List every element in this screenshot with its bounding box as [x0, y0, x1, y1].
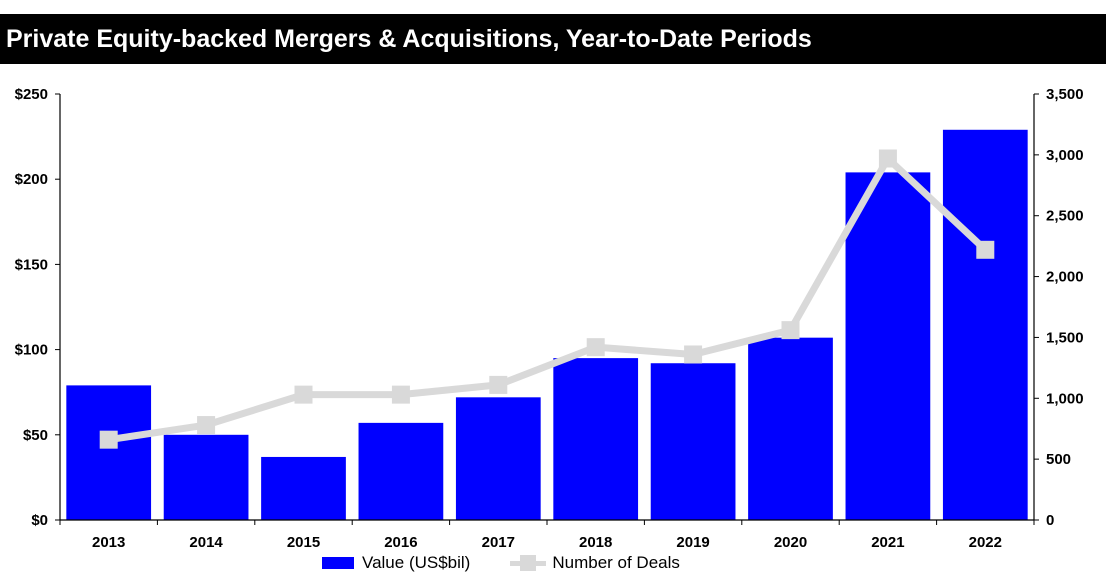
- legend-swatch-line: [510, 553, 547, 573]
- left-tick-label: $50: [23, 427, 48, 444]
- deals-point-2016: [391, 385, 410, 404]
- right-tick-label: 0: [1046, 512, 1054, 529]
- x-tick-label: 2018: [579, 534, 612, 551]
- x-tick-label: 2017: [482, 534, 515, 551]
- bar-2015: [261, 456, 346, 520]
- deals-point-2019: [684, 345, 703, 364]
- deals-point-2021: [878, 149, 897, 168]
- left-tick-label: $0: [31, 512, 48, 529]
- legend-swatch-bar: [322, 557, 354, 569]
- axes: [55, 93, 1039, 525]
- right-tick-label: 1,500: [1046, 329, 1084, 346]
- x-tick-label: 2021: [871, 534, 904, 551]
- x-tick-label: 2022: [969, 534, 1002, 551]
- legend-item-value: Value (US$bil): [322, 553, 470, 573]
- deals-point-2020: [781, 321, 800, 340]
- bar-2013: [66, 385, 152, 520]
- legend-label-value: Value (US$bil): [362, 553, 471, 572]
- right-tick-label: 2,500: [1046, 208, 1084, 225]
- right-tick-label: 3,000: [1046, 147, 1084, 164]
- bar-2014: [163, 434, 249, 520]
- legend-label-deals: Number of Deals: [552, 553, 680, 572]
- legend-item-deals: Number of Deals: [470, 553, 680, 573]
- left-tick-label: $250: [15, 86, 48, 103]
- right-tick-label: 2,000: [1046, 269, 1084, 286]
- left-tick-label: $150: [15, 256, 48, 273]
- bar-2016: [358, 422, 444, 520]
- deals-point-2015: [294, 385, 313, 404]
- x-tick-label: 2014: [189, 534, 223, 551]
- deals-point-2013: [99, 430, 118, 449]
- bar-series: [66, 129, 1028, 520]
- left-tick-label: $200: [15, 171, 48, 188]
- deals-point-2017: [489, 375, 508, 394]
- right-tick-label: 3,500: [1046, 86, 1084, 103]
- deals-point-2018: [586, 338, 605, 357]
- line-series: [99, 149, 995, 449]
- left-tick-label: $100: [15, 342, 48, 359]
- bar-2020: [748, 337, 833, 520]
- chart-title: Private Equity-backed Mergers & Acquisit…: [0, 14, 1106, 64]
- bar-2021: [845, 172, 931, 520]
- x-tick-label: 2019: [676, 534, 709, 551]
- x-tick-label: 2013: [92, 534, 125, 551]
- bar-2018: [553, 358, 639, 520]
- tick-labels: $0 $50 $100 $150 $200 $250 0 500 1,000 1,500 2,000…: [15, 86, 1084, 551]
- bar-2019: [650, 363, 736, 520]
- right-tick-label: 1,000: [1046, 390, 1084, 407]
- bar-2022: [942, 129, 1028, 520]
- legend: Value (US$bil) Number of Deals: [322, 552, 680, 574]
- bar-2017: [455, 397, 541, 520]
- x-tick-label: 2015: [287, 534, 320, 551]
- deals-line: [108, 155, 988, 444]
- deals-point-2022: [976, 240, 995, 259]
- right-tick-label: 500: [1046, 451, 1071, 468]
- x-tick-label: 2016: [384, 534, 417, 551]
- x-tick-label: 2020: [774, 534, 807, 551]
- deals-point-2014: [197, 416, 216, 435]
